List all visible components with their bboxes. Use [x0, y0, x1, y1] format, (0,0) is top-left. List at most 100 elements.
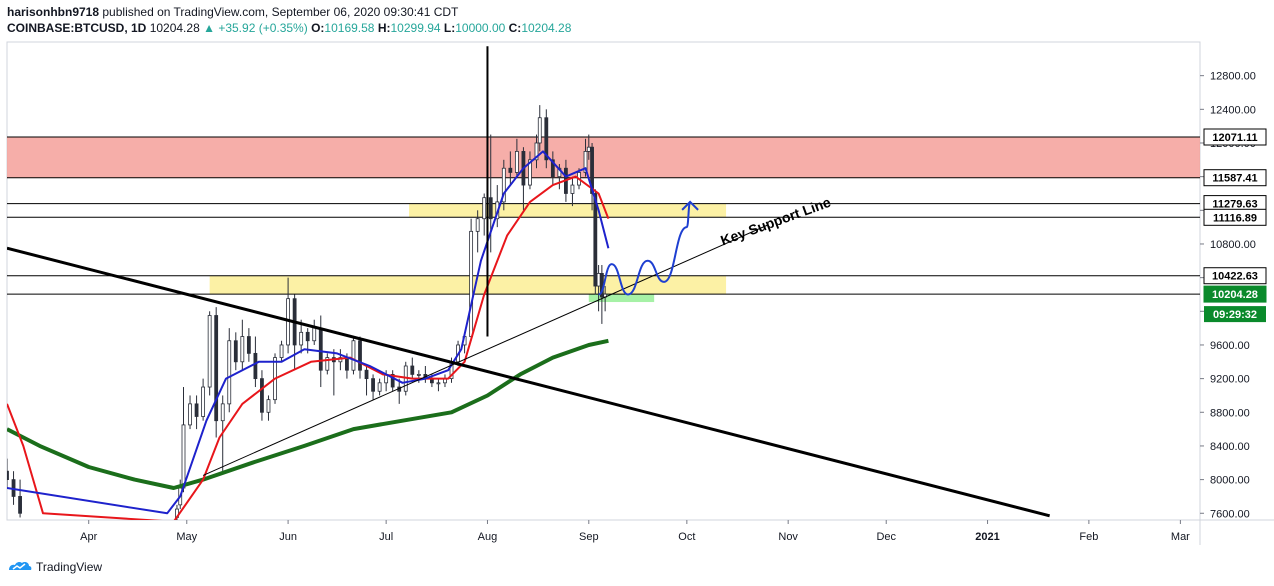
level-price-tag[interactable]: 11587.41 — [1203, 169, 1267, 187]
close-value: 10204.28 — [521, 21, 572, 35]
candle-body — [279, 344, 284, 358]
countdown-tag: 09:29:32 — [1204, 306, 1266, 323]
candle-body — [537, 117, 542, 144]
support-zone[interactable] — [209, 275, 727, 295]
candle[interactable] — [194, 395, 199, 430]
candle[interactable] — [436, 378, 441, 392]
candle[interactable] — [371, 374, 375, 400]
candle[interactable] — [475, 210, 480, 253]
candle-body — [358, 340, 362, 371]
candle[interactable] — [279, 340, 284, 362]
candle-body — [469, 230, 474, 337]
descending-trendline[interactable] — [7, 246, 1051, 518]
x-tick-label: Jul — [379, 531, 393, 543]
long-ma-line[interactable] — [7, 338, 609, 490]
candle[interactable] — [508, 151, 513, 186]
candle-body — [181, 424, 186, 489]
candle-body — [364, 369, 369, 380]
author-name[interactable]: harisonhbn9718 — [7, 5, 100, 19]
candle-body — [194, 403, 199, 417]
candle-body — [590, 146, 594, 194]
green-zone[interactable] — [588, 294, 655, 303]
candle[interactable] — [299, 319, 304, 354]
candle[interactable] — [528, 151, 532, 190]
candle[interactable] — [188, 395, 192, 430]
candle[interactable] — [570, 176, 575, 207]
key-support-trendline[interactable] — [202, 224, 769, 476]
tradingview-logo-icon[interactable] — [8, 560, 32, 574]
level-price-tag-text: 11116.89 — [1213, 212, 1257, 224]
footer-brand[interactable]: TradingView — [36, 560, 103, 574]
candle-body — [207, 315, 212, 388]
candle[interactable] — [6, 458, 9, 489]
candle[interactable] — [253, 336, 258, 388]
footer: TradingView — [8, 560, 102, 574]
candle[interactable] — [469, 218, 474, 341]
candle[interactable] — [364, 365, 369, 396]
symbol-name[interactable]: COINBASE:BTCUSD, 1D — [7, 21, 147, 35]
candle[interactable] — [593, 189, 598, 295]
candle-body — [410, 365, 415, 375]
level-price-tag[interactable]: 12071.11 — [1203, 128, 1267, 146]
last-price-tag[interactable]: 10204.28 — [1203, 285, 1267, 303]
level-price-tag[interactable]: 11279.63 — [1203, 195, 1267, 213]
resistance-zone[interactable] — [7, 137, 1200, 178]
candle-body — [299, 331, 304, 346]
level-price-tag[interactable]: 10422.63 — [1203, 267, 1267, 285]
candle[interactable] — [246, 328, 251, 362]
candle[interactable] — [240, 319, 245, 371]
candle[interactable] — [590, 142, 594, 211]
candle[interactable] — [550, 151, 555, 186]
candle[interactable] — [18, 479, 22, 518]
candle[interactable] — [201, 378, 206, 421]
candle-body — [318, 327, 323, 371]
x-tick-label: Aug — [478, 531, 498, 543]
candle-body — [325, 357, 330, 371]
chart-header: harisonhbn9718 published on TradingView.… — [7, 4, 571, 36]
countdown-text: 09:29:32 — [1213, 309, 1257, 321]
candle[interactable] — [214, 307, 219, 438]
candle-body — [534, 142, 539, 161]
candle[interactable] — [501, 159, 506, 211]
level-price-tag[interactable]: 11116.89 — [1203, 208, 1267, 226]
candle-body — [596, 273, 601, 287]
support-zone[interactable] — [409, 203, 727, 218]
y-tick-label: 8400.00 — [1210, 441, 1250, 453]
x-tick-label: 2021 — [975, 531, 999, 543]
candle-body — [377, 382, 382, 392]
last-price: 10204.28 — [149, 21, 200, 35]
candle[interactable] — [544, 109, 549, 169]
symbol-line: COINBASE:BTCUSD, 1D 10204.28 ▲ +35.92 (+… — [7, 20, 571, 36]
candle[interactable] — [537, 105, 542, 152]
candle[interactable] — [410, 357, 415, 379]
candle-body — [201, 386, 206, 417]
candle[interactable] — [325, 353, 330, 375]
y-tick-label: 7600.00 — [1210, 508, 1250, 520]
candle[interactable] — [233, 332, 238, 371]
candle-body — [528, 159, 532, 186]
candle-body — [416, 374, 421, 376]
candle[interactable] — [260, 370, 264, 421]
publish-line: harisonhbn9718 published on TradingView.… — [7, 4, 571, 20]
fast-ema-line[interactable] — [7, 150, 610, 515]
candle[interactable] — [534, 134, 539, 169]
high-value: 10299.94 — [390, 21, 441, 35]
candle[interactable] — [390, 370, 395, 392]
slow-ema-line[interactable] — [7, 175, 610, 522]
candle[interactable] — [358, 336, 362, 379]
candle[interactable] — [266, 395, 271, 421]
candle-body — [233, 340, 238, 363]
candle[interactable] — [207, 311, 212, 396]
candle[interactable] — [227, 328, 232, 413]
candle[interactable] — [482, 193, 487, 236]
projection-path[interactable] — [598, 200, 692, 296]
candle[interactable] — [351, 336, 356, 375]
level-price-tag-bg — [1203, 169, 1267, 187]
candle[interactable] — [377, 378, 382, 396]
candle-body — [514, 151, 519, 173]
y-tick-label: 9600.00 — [1210, 340, 1250, 352]
candle[interactable] — [514, 138, 519, 177]
y-tick-label: 12800.00 — [1210, 71, 1256, 83]
candle-body — [240, 336, 245, 363]
